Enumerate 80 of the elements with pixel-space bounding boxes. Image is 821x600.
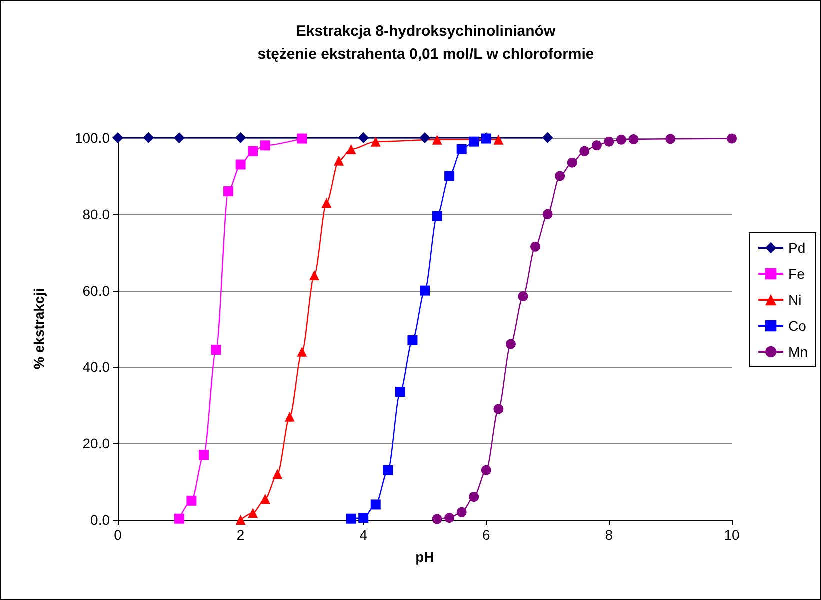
point	[420, 286, 430, 296]
point	[567, 158, 578, 168]
y-axis-title: % ekstrakcji	[31, 288, 47, 370]
point	[666, 134, 676, 144]
legend-label: Pd	[788, 240, 806, 256]
point	[628, 134, 639, 145]
y-tick-label: 80.0	[82, 206, 110, 222]
y-tick-label: 100.0	[74, 130, 110, 146]
point	[272, 469, 283, 480]
point	[469, 492, 480, 502]
point	[456, 507, 467, 518]
y-tick-label: 0.0	[90, 512, 110, 528]
y-tick-label: 20.0	[82, 436, 110, 452]
point	[580, 146, 590, 156]
legend-label: Mn	[788, 344, 808, 360]
point	[506, 339, 516, 350]
point	[334, 156, 344, 166]
point	[420, 132, 430, 144]
point	[370, 136, 381, 147]
point	[174, 514, 184, 524]
legend-label: Fe	[788, 266, 806, 282]
point	[174, 132, 185, 144]
point	[358, 132, 370, 144]
chart-subtitle: stężenie ekstrahenta 0,01 mol/L w chloroformie	[258, 46, 594, 63]
point	[211, 345, 222, 356]
point	[248, 146, 258, 156]
point	[542, 132, 554, 144]
point	[297, 134, 308, 144]
point	[592, 140, 602, 151]
point	[469, 136, 480, 147]
x-axis-title: pH	[416, 549, 434, 565]
point	[358, 513, 369, 524]
y-tick-label: 40.0	[82, 359, 110, 376]
point	[236, 160, 246, 170]
point	[444, 513, 455, 524]
point	[224, 186, 234, 196]
point	[186, 496, 197, 506]
point	[346, 144, 356, 154]
point	[518, 292, 528, 302]
point	[112, 132, 124, 144]
chart-title: Ekstrakcja 8-hydroksychinolinianów	[296, 23, 556, 40]
point	[408, 335, 418, 346]
point	[309, 270, 320, 281]
point	[456, 144, 467, 154]
point	[284, 412, 295, 422]
point	[235, 132, 246, 144]
legend-label: Co	[788, 318, 807, 334]
point	[383, 465, 394, 476]
y-tick-label: 60.0	[82, 282, 110, 299]
x-tick-label: 8	[605, 527, 614, 543]
point	[143, 132, 154, 144]
point	[322, 198, 332, 208]
point	[444, 171, 455, 182]
point	[370, 500, 381, 510]
point	[616, 134, 626, 145]
point	[494, 134, 504, 145]
point	[236, 515, 246, 525]
x-tick-label: 4	[360, 527, 368, 543]
point	[530, 242, 541, 252]
point	[198, 450, 209, 460]
point	[555, 171, 566, 182]
point	[248, 508, 258, 518]
point	[727, 134, 737, 144]
x-tick-label: 6	[482, 527, 490, 543]
legend-label: Ni	[788, 292, 802, 308]
point	[297, 346, 308, 357]
point	[494, 404, 504, 414]
x-tick-label: 2	[236, 527, 245, 543]
point	[432, 514, 442, 524]
point	[432, 134, 442, 145]
point	[395, 387, 406, 398]
point	[481, 465, 492, 476]
point	[542, 209, 553, 220]
x-tick-label: 0	[114, 527, 122, 543]
point	[604, 136, 614, 147]
point	[260, 494, 270, 504]
x-tick-label: 10	[724, 527, 740, 543]
point	[260, 140, 270, 151]
point	[346, 514, 356, 524]
point	[432, 211, 442, 222]
